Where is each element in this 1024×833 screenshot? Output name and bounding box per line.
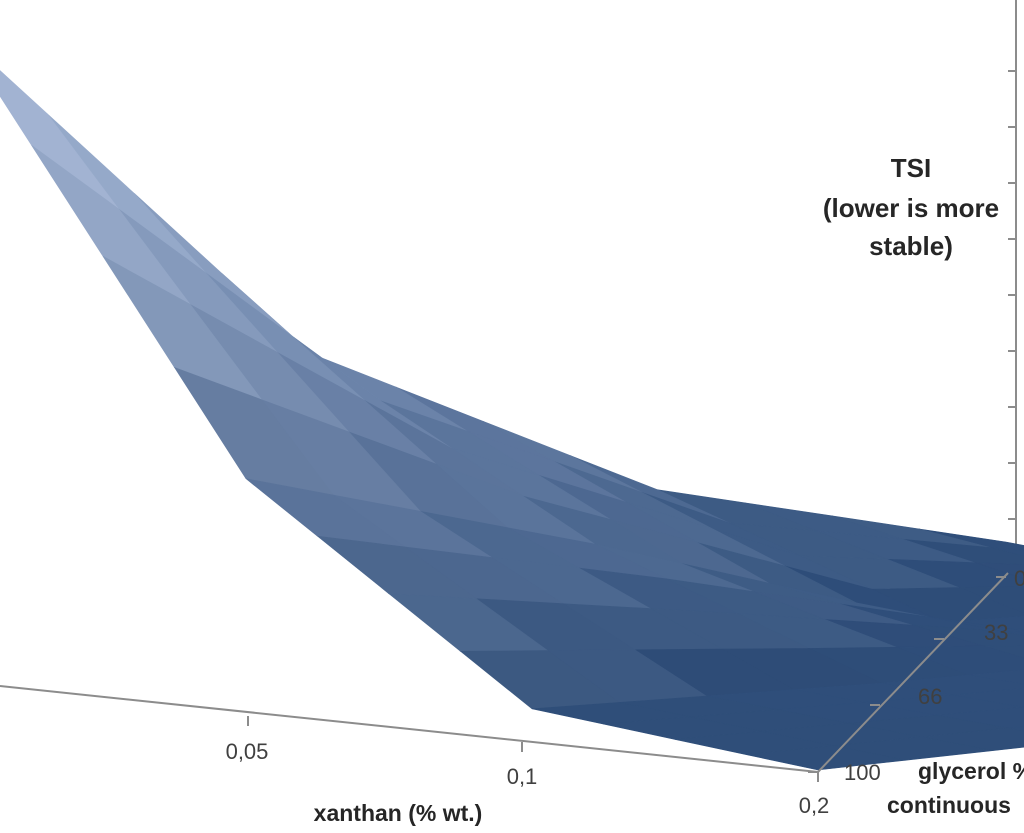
y-tick-label: 100 [844, 760, 881, 785]
x-tick-label: 0,1 [507, 764, 538, 789]
tick-labels: 0,05 0,1 0,2 0 33 66 100 [226, 566, 1024, 818]
x-axis-line [0, 685, 819, 773]
chart-title-line-2: (lower is more [823, 193, 999, 223]
chart-title-line-3: stable) [869, 231, 953, 261]
x-tick-label: 0,05 [226, 739, 269, 764]
y-tick-label: 66 [918, 684, 942, 709]
x-tick-label: 0,2 [799, 793, 830, 818]
chart-title-line-1: TSI [891, 153, 931, 183]
surface-plot [0, 70, 1024, 771]
y-tick-label: 0 [1014, 566, 1024, 591]
y-axis-label-line-1: glycerol % [918, 758, 1024, 784]
x-axis-label: xanthan (% wt.) [314, 800, 483, 826]
y-tick-label: 33 [984, 620, 1008, 645]
surface-facet [746, 745, 906, 771]
chart-axes [0, 572, 1009, 782]
chart-walls [1008, 0, 1017, 576]
chart-labels: TSI (lower is more stable) xanthan (% wt… [314, 153, 1024, 826]
y-axis-label-line-2: continuous [887, 792, 1011, 818]
y-axis-line [817, 572, 1009, 773]
surface-facet [1007, 726, 1024, 732]
